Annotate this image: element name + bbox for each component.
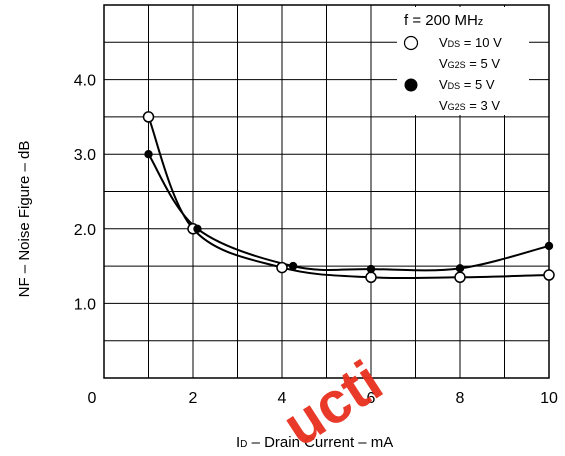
legend-entry-filled-line2: VG2S = 3 V: [439, 98, 500, 113]
series-markers: [142, 111, 555, 284]
x-tick-label: 0: [88, 390, 97, 407]
x-axis-label-prefix: I: [236, 434, 240, 451]
y-tick-label: 2.0: [74, 222, 96, 239]
x-axis-label-rest: – Drain Current – mA: [247, 434, 393, 451]
tick-labels: 0 2 4 6 8 10 1.0 2.0 3.0 4.0: [74, 73, 558, 407]
data-point-filled: [544, 241, 554, 251]
data-point-open: [543, 269, 555, 281]
x-tick-label: 10: [540, 390, 558, 407]
legend-title-subscript: z: [478, 16, 484, 28]
data-point-filled: [144, 150, 153, 159]
x-tick-label: 8: [456, 390, 465, 407]
data-point-filled: [288, 261, 298, 271]
data-point-filled: [193, 224, 202, 233]
x-tick-label: 6: [367, 390, 376, 407]
grid-lines: [104, 5, 549, 378]
data-point-open: [454, 271, 466, 284]
legend-entry-filled-line1: VDS = 5 V: [439, 77, 495, 92]
y-axis-label: NF – Noise Figure – dB: [16, 141, 33, 298]
y-tick-label: 4.0: [74, 73, 96, 90]
legend-box: [397, 7, 529, 115]
legend-open-marker: [403, 35, 419, 51]
x-axis-label-subscript: D: [240, 439, 247, 450]
y-tick-label: 3.0: [74, 147, 96, 164]
data-point-filled: [366, 264, 376, 274]
data-point-open: [276, 261, 288, 274]
plot-frame: [103, 4, 550, 379]
series-line-filled: [147, 153, 550, 272]
legend: f = 200 MHz VDS = 10 V VG2S = 5 V VDS = …: [397, 7, 529, 115]
legend-entry-open-line2: VG2S = 5 V: [439, 56, 500, 71]
y-tick-label: 1.0: [74, 296, 96, 313]
legend-entry-open-line1: VDS = 10 V: [439, 35, 502, 50]
x-tick-label: 2: [189, 390, 198, 407]
legend-title-main: f = 200 MH: [404, 12, 478, 29]
x-tick-label: 4: [278, 390, 287, 407]
series-curves: [147, 116, 550, 280]
legend-title: f = 200 MHz: [404, 12, 483, 29]
data-point-open: [365, 271, 377, 284]
series-line-open: [147, 116, 550, 280]
data-point-filled: [455, 264, 465, 273]
x-axis-label: ID – Drain Current – mA: [236, 434, 393, 451]
legend-filled-marker: [404, 78, 418, 92]
data-point-open: [142, 111, 155, 123]
